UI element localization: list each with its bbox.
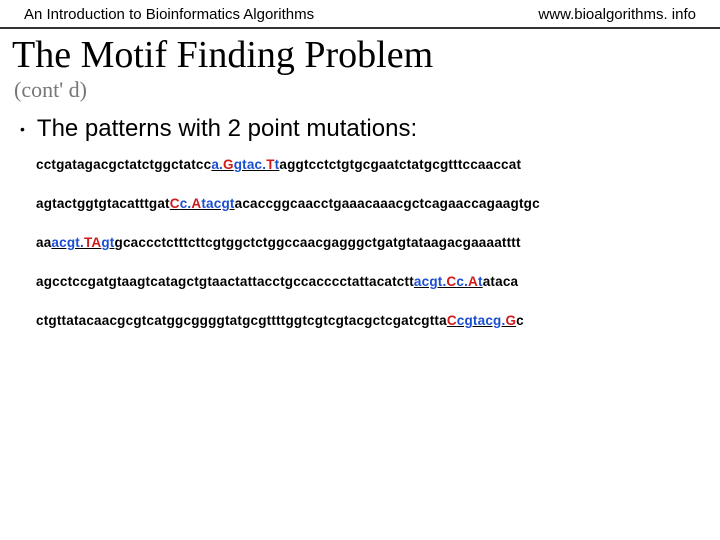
header-right: www.bioalgorithms. info	[538, 6, 696, 23]
sequence-line: aaacgt.TAgtgcaccctctttcttcgtggctctggccaa…	[36, 235, 684, 250]
header-left: An Introduction to Bioinformatics Algori…	[24, 6, 314, 23]
slide-header: An Introduction to Bioinformatics Algori…	[0, 0, 720, 29]
bullet-text: The patterns with 2 point mutations:	[37, 115, 417, 143]
bullet-row: • The patterns with 2 point mutations:	[0, 111, 720, 157]
sequence-line: ctgttatacaacgcgtcatggcggggtatgcgttttggtc…	[36, 313, 684, 328]
bullet-dot-icon: •	[20, 121, 25, 137]
sequence-block: cctgatagacgctatctggctatcca.Ggtac.Ttaggtc…	[0, 157, 720, 328]
sequence-line: cctgatagacgctatctggctatcca.Ggtac.Ttaggtc…	[36, 157, 684, 172]
slide-title: The Motif Finding Problem	[0, 29, 720, 77]
sequence-line: agtactggtgtacatttgatCc.Atacgtacaccggcaac…	[36, 196, 684, 211]
slide-subtitle: (cont' d)	[0, 77, 720, 111]
sequence-line: agcctccgatgtaagtcatagctgtaactattacctgcca…	[36, 274, 684, 289]
